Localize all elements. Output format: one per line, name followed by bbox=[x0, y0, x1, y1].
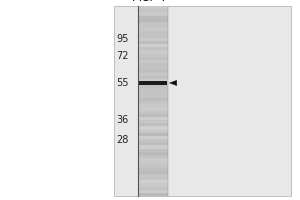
Bar bbox=[138, 148, 168, 152]
Bar bbox=[138, 69, 168, 73]
Bar bbox=[138, 50, 168, 53]
Bar bbox=[138, 12, 168, 16]
Bar bbox=[138, 28, 168, 31]
Bar bbox=[138, 63, 168, 66]
Bar bbox=[138, 117, 168, 120]
Bar bbox=[138, 193, 168, 196]
Bar bbox=[138, 190, 168, 193]
Bar bbox=[138, 120, 168, 123]
Bar bbox=[138, 47, 168, 50]
Bar bbox=[138, 136, 168, 139]
Bar bbox=[138, 6, 168, 196]
Bar bbox=[138, 104, 168, 107]
Bar bbox=[138, 130, 168, 133]
Bar bbox=[138, 76, 168, 79]
Text: 28: 28 bbox=[117, 135, 129, 145]
Bar bbox=[138, 19, 168, 22]
Bar bbox=[138, 95, 168, 98]
Polygon shape bbox=[169, 80, 177, 86]
Bar bbox=[138, 171, 168, 174]
Bar bbox=[138, 145, 168, 148]
Bar bbox=[138, 110, 168, 114]
Bar bbox=[138, 177, 168, 180]
Bar bbox=[138, 161, 168, 164]
Bar bbox=[138, 57, 168, 60]
Bar bbox=[138, 142, 168, 145]
Bar bbox=[139, 81, 167, 85]
Bar bbox=[138, 85, 168, 88]
Bar bbox=[138, 25, 168, 28]
Bar bbox=[138, 174, 168, 177]
Bar bbox=[138, 186, 168, 190]
Bar bbox=[138, 158, 168, 161]
Bar bbox=[138, 72, 168, 76]
Bar bbox=[138, 6, 168, 9]
Bar bbox=[138, 34, 168, 38]
Bar bbox=[138, 53, 168, 57]
Bar bbox=[138, 164, 168, 168]
Bar bbox=[138, 38, 168, 41]
Bar bbox=[114, 6, 291, 196]
Text: 95: 95 bbox=[117, 34, 129, 44]
Bar bbox=[138, 92, 168, 95]
Text: 36: 36 bbox=[117, 115, 129, 125]
Bar bbox=[138, 22, 168, 25]
Text: MCF-7: MCF-7 bbox=[132, 0, 168, 4]
Bar bbox=[138, 107, 168, 110]
Bar bbox=[138, 133, 168, 136]
Bar bbox=[138, 183, 168, 186]
Bar bbox=[138, 16, 168, 19]
Bar bbox=[138, 152, 168, 155]
Bar bbox=[138, 98, 168, 101]
Bar bbox=[138, 82, 168, 85]
Bar bbox=[138, 126, 168, 130]
Bar bbox=[138, 114, 168, 117]
Bar bbox=[138, 180, 168, 183]
Bar bbox=[138, 155, 168, 158]
Bar bbox=[138, 88, 168, 92]
Bar bbox=[138, 168, 168, 171]
Text: 55: 55 bbox=[116, 78, 129, 88]
Bar bbox=[138, 139, 168, 142]
Bar bbox=[138, 66, 168, 69]
Text: 72: 72 bbox=[116, 51, 129, 61]
Bar bbox=[138, 123, 168, 126]
Bar bbox=[138, 31, 168, 35]
Bar bbox=[138, 44, 168, 47]
Bar bbox=[138, 101, 168, 104]
Bar bbox=[138, 79, 168, 82]
Bar bbox=[138, 9, 168, 12]
Bar bbox=[138, 60, 168, 63]
Bar bbox=[138, 41, 168, 44]
